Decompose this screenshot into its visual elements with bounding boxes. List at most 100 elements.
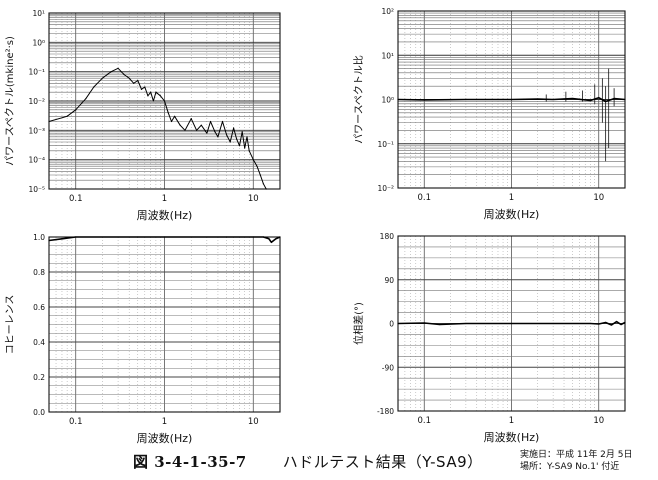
data-point [128, 77, 130, 79]
data-point [571, 97, 574, 100]
data-point [259, 174, 261, 176]
power-spectrum-ratio-chart: 0.1 1 10 10² 10¹ 10⁰ 10⁻¹ 10⁻² 周波数(Hz) パワースペクトル比 [353, 7, 626, 221]
x-tick-label: 10 [248, 417, 259, 427]
data-point [610, 324, 613, 326]
y-axis-label: 位相差(°) [352, 302, 365, 345]
data-point [229, 141, 231, 143]
data-point [270, 241, 272, 243]
data-point [256, 165, 258, 167]
x-axis-label: 周波数(Hz) [137, 209, 193, 222]
y-tick-label: 10⁻¹ [28, 68, 45, 77]
data-point [179, 124, 181, 126]
data-point [397, 322, 399, 325]
data-point [196, 129, 198, 131]
data-point [147, 95, 149, 97]
data-point [206, 132, 208, 134]
data-point [465, 322, 467, 325]
y-tick-label: 10⁻² [28, 97, 45, 106]
data-point [85, 98, 87, 100]
data-point [423, 99, 425, 101]
data-point [140, 88, 143, 90]
data-series-line [397, 96, 626, 103]
y-tick-label: 0 [389, 320, 394, 329]
test-info: 実施日：平成 11年 2月 5日 場所：Y-SA9 No.1' 付近 [520, 449, 633, 473]
data-point [190, 118, 192, 120]
data-point [144, 86, 146, 88]
x-axis-label: 周波数(Hz) [484, 431, 540, 444]
data-point [167, 112, 169, 114]
y-tick-label: 0.8 [33, 268, 45, 277]
x-tick-label: 0.1 [417, 193, 431, 203]
x-tick-label: 1 [162, 194, 167, 204]
y-tick-label: 10¹ [381, 51, 394, 60]
y-tick-label: 10⁻² [377, 184, 394, 193]
y-tick-label: 10⁻¹ [377, 140, 394, 149]
x-tick-label: 0.1 [69, 194, 83, 204]
y-tick-label: 10⁰ [32, 38, 45, 47]
y-tick-label: -180 [377, 407, 394, 416]
data-point [232, 127, 235, 129]
plot-frame [48, 12, 281, 190]
data-point [252, 159, 254, 161]
y-tick-label: 0.0 [33, 408, 45, 417]
data-point [262, 236, 264, 238]
y-tick-label: -90 [382, 363, 394, 372]
data-point [61, 238, 63, 240]
data-point [620, 323, 622, 326]
data-point [174, 115, 176, 117]
data-point [75, 109, 77, 111]
data-point [279, 236, 281, 238]
phase-difference-chart: 0.1 1 10 180 90 0 -90 -180 周波数(Hz) 位相差(°) [352, 232, 626, 444]
data-point [510, 98, 513, 101]
data-point [252, 236, 254, 238]
y-tick-label: 180 [380, 232, 395, 241]
y-axis-label: パワースペクトル(mkine²·s) [4, 36, 16, 166]
y-axis-label: コヒーレンス [4, 295, 16, 355]
y-tick-label: 0.4 [33, 338, 45, 347]
data-series-line [48, 67, 267, 190]
data-point [214, 131, 216, 133]
data-point [275, 238, 277, 240]
data-point [159, 95, 162, 97]
data-point [93, 86, 95, 88]
data-point [117, 67, 119, 69]
data-point [101, 77, 104, 79]
x-tick-label: 1 [509, 416, 514, 426]
data-point [397, 98, 399, 101]
data-point [265, 188, 267, 190]
power-spectrum-chart: 0.1 1 10 10¹ 10⁰ 10⁻¹ 10⁻² 10⁻³ 10⁻⁴ 10⁻⁵ 周波数(Hz) パ… [4, 9, 281, 222]
y-tick-label: 10¹ [32, 9, 45, 18]
data-point [598, 323, 600, 325]
y-tick-label: 1.0 [33, 233, 45, 242]
data-point [200, 124, 202, 126]
data-point [133, 82, 135, 84]
x-tick-label: 1 [162, 417, 167, 427]
test-location: 場所：Y-SA9 No.1' 付近 [520, 462, 620, 472]
figure-number: 図 3-4-1-35-7 [133, 453, 247, 471]
data-point [123, 73, 125, 76]
data-point [598, 97, 600, 99]
data-point [615, 320, 618, 323]
data-point [613, 97, 615, 100]
data-series-line [48, 236, 281, 244]
x-tick-label: 0.1 [417, 416, 431, 426]
y-tick-label: 10⁰ [381, 96, 394, 105]
y-tick-label: 10² [381, 7, 394, 16]
data-point [75, 236, 77, 238]
coherence-chart: 0.1 1 10 1.0 0.8 0.6 0.4 0.2 0.0 周波数(Hz) コヒーレンス [4, 233, 281, 445]
data-point [465, 98, 467, 101]
figure-caption: 図 3-4-1-35-7 ハドルテスト結果（Y-SA9） [133, 451, 483, 472]
data-point [244, 147, 246, 149]
data-point [236, 138, 238, 140]
data-point [589, 322, 591, 325]
data-point [439, 323, 441, 326]
data-point [150, 91, 152, 93]
x-tick-label: 10 [248, 194, 259, 204]
data-point [624, 98, 626, 101]
x-tick-label: 10 [593, 193, 604, 203]
y-axis-label: パワースペクトル比 [353, 55, 365, 144]
data-point [163, 236, 166, 238]
data-point [238, 145, 241, 147]
data-point [246, 136, 248, 138]
